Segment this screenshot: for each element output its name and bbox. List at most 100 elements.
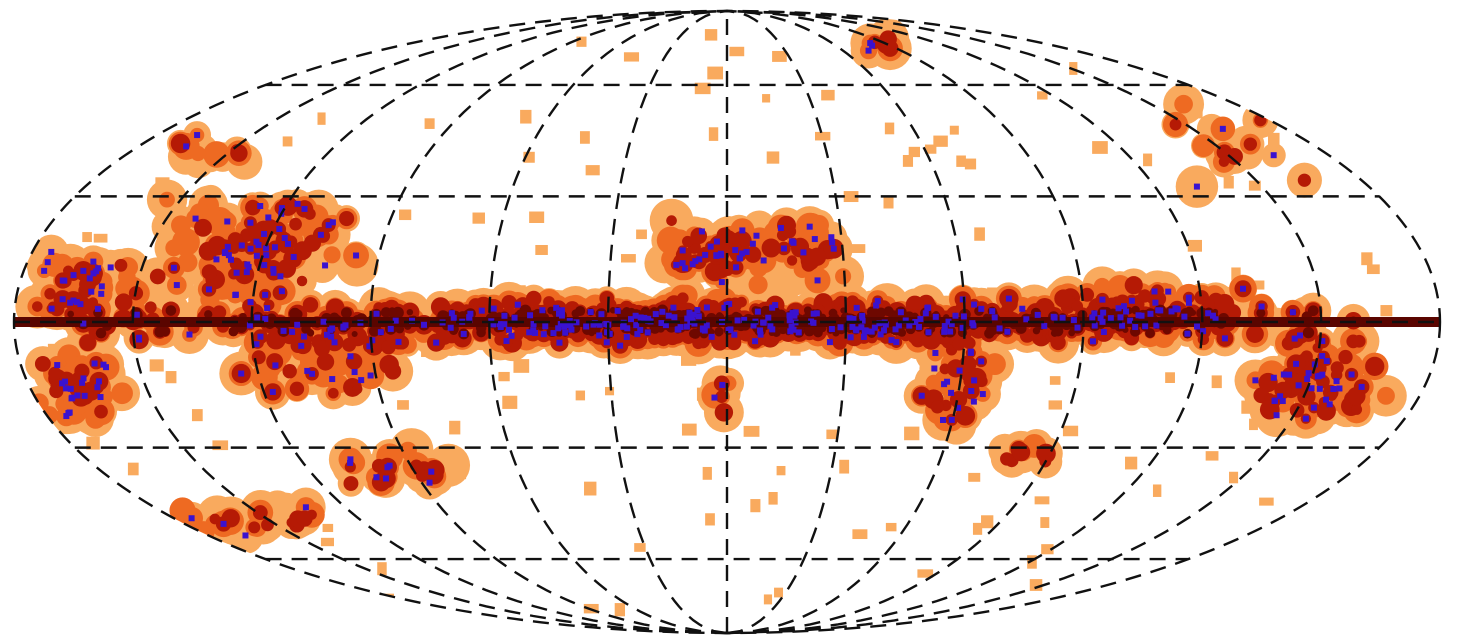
- emission-contour: [1316, 401, 1335, 420]
- emission-patch: [166, 371, 177, 383]
- emission-patch: [634, 543, 645, 552]
- emission-contour: [115, 293, 133, 311]
- emission-patch: [150, 359, 164, 371]
- emission-contour: [48, 367, 61, 380]
- emission-patch: [883, 197, 893, 208]
- emission-contour: [1246, 325, 1264, 343]
- emission-patch: [973, 523, 982, 535]
- emission-contour: [1303, 327, 1314, 338]
- emission-contour: [572, 309, 581, 318]
- emission-patch: [128, 463, 139, 476]
- emission-patch: [769, 492, 778, 505]
- emission-patch: [473, 213, 485, 224]
- emission-contour: [666, 215, 677, 226]
- emission-patch: [498, 372, 509, 381]
- emission-patch: [1125, 457, 1137, 470]
- emission-contour: [1012, 443, 1030, 461]
- emission-contour: [154, 326, 165, 337]
- emission-contour: [159, 192, 175, 208]
- emission-patch: [576, 37, 586, 47]
- emission-patch: [624, 52, 639, 61]
- emission-contour: [29, 393, 48, 412]
- emission-contour: [35, 356, 51, 372]
- emission-contour: [476, 328, 486, 338]
- emission-contour: [1338, 350, 1352, 364]
- emission-patch: [682, 424, 697, 436]
- sky-map: [0, 0, 1458, 642]
- emission-contour: [339, 211, 354, 226]
- emission-patch: [709, 127, 718, 141]
- emission-patch: [1050, 376, 1061, 385]
- emission-contour: [782, 224, 796, 238]
- emission-patch: [965, 159, 976, 170]
- emission-patch: [981, 515, 993, 528]
- emission-patch: [909, 147, 920, 157]
- emission-contour: [1138, 289, 1151, 302]
- emission-contour: [289, 218, 302, 231]
- emission-contour: [166, 305, 177, 316]
- emission-contour: [388, 308, 397, 317]
- emission-contour: [1256, 308, 1265, 317]
- emission-contour: [1244, 137, 1257, 150]
- emission-contour: [283, 364, 297, 378]
- emission-contour: [44, 288, 55, 299]
- emission-contour: [328, 388, 339, 399]
- emission-patch: [852, 529, 867, 539]
- emission-patch: [502, 396, 517, 409]
- emission-patch: [82, 232, 92, 242]
- emission-patch: [821, 90, 834, 101]
- emission-contour: [1331, 361, 1344, 374]
- emission-patch: [1092, 141, 1108, 154]
- emission-contour: [715, 403, 733, 421]
- emission-contour: [1174, 95, 1193, 114]
- emission-contour: [835, 268, 851, 284]
- emission-patch: [729, 47, 744, 56]
- emission-contour: [808, 248, 826, 266]
- emission-contour: [145, 301, 157, 313]
- emission-contour: [210, 514, 221, 525]
- emission-contour: [407, 309, 413, 315]
- emission-patch: [774, 588, 783, 598]
- emission-patch: [956, 155, 966, 166]
- emission-contour: [1051, 329, 1058, 336]
- emission-patch: [1212, 375, 1222, 388]
- emission-contour: [230, 144, 247, 161]
- emission-patch: [839, 460, 849, 474]
- emission-patch: [535, 245, 548, 255]
- emission-contour: [876, 307, 887, 318]
- emission-contour: [1170, 119, 1182, 131]
- emission-patch: [615, 603, 625, 616]
- emission-contour: [931, 400, 944, 413]
- emission-patch: [1143, 154, 1152, 167]
- page: (() => { const ns = 'http://www.w3.org/2…: [0, 0, 1458, 642]
- emission-patch: [705, 29, 717, 40]
- emission-contour: [1351, 404, 1362, 415]
- emission-contour: [67, 311, 74, 318]
- emission-patch: [1165, 372, 1175, 383]
- emission-contour: [1365, 357, 1384, 376]
- emission-contour: [1353, 335, 1366, 348]
- emission-contour: [290, 382, 304, 396]
- emission-contour: [32, 301, 43, 312]
- emission-patch: [815, 132, 830, 141]
- emission-patch: [397, 400, 409, 410]
- emission-patch: [283, 136, 293, 146]
- emission-contour: [714, 327, 723, 336]
- emission-contour: [425, 460, 445, 480]
- emission-map: [0, 18, 1458, 616]
- emission-contour: [762, 238, 781, 257]
- emission-patch: [513, 359, 529, 373]
- emission-contour: [689, 329, 698, 338]
- emission-patch: [1049, 400, 1062, 409]
- emission-patch: [762, 94, 770, 102]
- emission-contour: [248, 521, 260, 533]
- emission-patch: [777, 466, 786, 475]
- emission-patch: [584, 482, 596, 496]
- emission-contour: [165, 240, 182, 257]
- emission-patch: [1040, 517, 1049, 528]
- emission-contour: [94, 405, 108, 419]
- emission-patch: [1361, 252, 1372, 265]
- emission-patch: [580, 131, 590, 144]
- emission-patch: [520, 110, 531, 124]
- emission-contour: [252, 350, 266, 364]
